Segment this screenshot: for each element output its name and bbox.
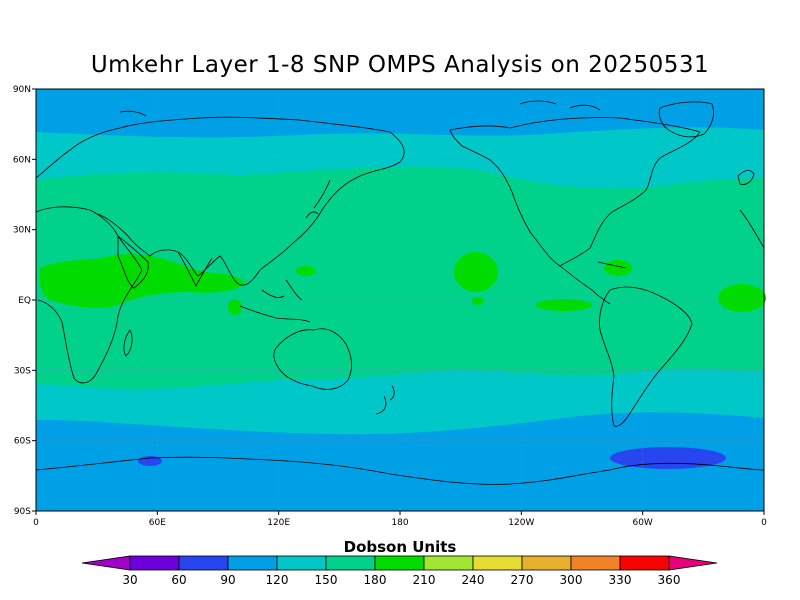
coastline-indonesia (239, 279, 311, 323)
colorbar-label: 210 (413, 573, 436, 587)
colorbar-label: 330 (609, 573, 632, 587)
colorbar-label: 300 (560, 573, 583, 587)
colorbar-segment (619, 555, 670, 571)
colorbar-left-arrow (81, 555, 131, 571)
lon-tick-label: 0 (761, 518, 767, 528)
lon-tick-label: 120W (508, 518, 534, 528)
field-blob-south-atlantic-low (610, 447, 726, 469)
coastline-arabia (117, 235, 149, 289)
field-blob-indonesia (228, 299, 242, 315)
colorbar: Dobson Units 30 60 90 120 150 180 210 240 270 300… (81, 538, 718, 587)
lat-tick-label: 60S (14, 437, 31, 447)
lon-tick-label: 60W (632, 518, 652, 528)
field-blob-caribbean (604, 260, 632, 276)
colorbar-segment (129, 555, 180, 571)
coastline-arctic-islands (119, 100, 601, 117)
coastline-madagascar (123, 329, 133, 357)
field-blob-pacific (454, 252, 498, 292)
field-blob-east-pacific (536, 299, 592, 311)
colorbar-segment (472, 555, 523, 571)
colorbar-label: 180 (364, 573, 387, 587)
colorbar-label: 360 (658, 573, 681, 587)
coastline-india (177, 251, 213, 287)
lat-tick-label: 90S (14, 507, 31, 517)
colorbar-label: 120 (266, 573, 289, 587)
colorbar-label: 90 (220, 573, 235, 587)
lon-tick-label: 120E (267, 518, 290, 528)
coastline-north-america (449, 117, 701, 267)
lat-tick-label: 60N (13, 155, 31, 165)
colorbar-segment (374, 555, 425, 571)
coastline-central-america (559, 261, 627, 305)
lon-tick-label: 60E (149, 518, 166, 528)
colorbar-segment (227, 555, 278, 571)
lat-tick-label: 30S (14, 366, 31, 376)
coastlines (35, 100, 765, 485)
coastline-australia (273, 328, 352, 390)
colorbar-label: 240 (462, 573, 485, 587)
colorbar-segment (423, 555, 474, 571)
colorbar-right-arrow (668, 555, 718, 571)
colorbar-segment (325, 555, 376, 571)
latitude-axis: 90N 60N 30N EQ 30S 60S 90S (13, 85, 36, 517)
map-gridlines (36, 89, 764, 511)
coastline-africa (35, 206, 143, 384)
coastline-new-zealand (375, 385, 395, 415)
field-blob-pacific-small (472, 297, 484, 305)
coastline-uk (737, 170, 755, 185)
lat-tick-label: 30N (13, 226, 31, 236)
longitude-axis: 0 60E 120E 180 120W 60W 0 (33, 511, 767, 528)
colorbar-label: 60 (171, 573, 186, 587)
colorbar-segment (276, 555, 327, 571)
lat-tick-label: 90N (13, 85, 31, 95)
coastline-japan (305, 179, 331, 219)
coastline-south-america (599, 286, 693, 427)
colorbar-segment (570, 555, 621, 571)
field-blob-atlantic (718, 284, 766, 312)
colorbar-title: Dobson Units (344, 538, 457, 556)
lat-tick-label: EQ (18, 296, 31, 306)
field-blob-west-pacific (296, 266, 316, 276)
colorbar-segment (521, 555, 572, 571)
lon-tick-label: 180 (391, 518, 408, 528)
colorbar-label: 270 (511, 573, 534, 587)
colorbar-label: 30 (122, 573, 137, 587)
coastline-antarctica (35, 456, 765, 485)
coastline-west-africa-east (739, 209, 765, 249)
coastline-eurasia (35, 116, 405, 286)
colorbar-segment (178, 555, 229, 571)
coastline-greenland (658, 101, 714, 138)
colorbar-label: 150 (315, 573, 338, 587)
lon-tick-label: 0 (33, 518, 39, 528)
map-title: Umkehr Layer 1-8 SNP OMPS Analysis on 20… (90, 52, 710, 78)
